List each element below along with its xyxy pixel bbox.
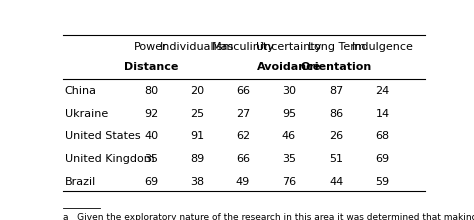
Text: 51: 51	[329, 154, 344, 164]
Text: Avoidance: Avoidance	[257, 62, 321, 72]
Text: 25: 25	[190, 108, 204, 119]
Text: 20: 20	[190, 86, 204, 96]
Text: Power: Power	[134, 42, 168, 52]
Text: Uncertainty: Uncertainty	[256, 42, 321, 52]
Text: 86: 86	[329, 108, 344, 119]
Text: a   Given the exploratory nature of the research in this area it was determined : a Given the exploratory nature of the re…	[63, 213, 474, 220]
Text: Masculinity: Masculinity	[211, 42, 274, 52]
Text: 92: 92	[144, 108, 158, 119]
Text: United States: United States	[65, 131, 140, 141]
Text: 35: 35	[282, 154, 296, 164]
Text: 68: 68	[375, 131, 390, 141]
Text: Indulgence: Indulgence	[352, 42, 413, 52]
Text: 87: 87	[329, 86, 344, 96]
Text: 69: 69	[375, 154, 390, 164]
Text: United Kingdom: United Kingdom	[65, 154, 155, 164]
Text: 35: 35	[144, 154, 158, 164]
Text: 69: 69	[144, 177, 158, 187]
Text: 76: 76	[282, 177, 296, 187]
Text: 62: 62	[236, 131, 250, 141]
Text: 46: 46	[282, 131, 296, 141]
Text: Individualism: Individualism	[160, 42, 234, 52]
Text: Distance: Distance	[124, 62, 178, 72]
Text: 66: 66	[236, 154, 250, 164]
Text: 14: 14	[375, 108, 390, 119]
Text: Long Term: Long Term	[308, 42, 365, 52]
Text: 66: 66	[236, 86, 250, 96]
Text: 24: 24	[375, 86, 390, 96]
Text: 91: 91	[190, 131, 204, 141]
Text: Orientation: Orientation	[301, 62, 372, 72]
Text: China: China	[65, 86, 97, 96]
Text: 44: 44	[329, 177, 344, 187]
Text: 38: 38	[190, 177, 204, 187]
Text: 59: 59	[375, 177, 390, 187]
Text: 95: 95	[282, 108, 296, 119]
Text: 30: 30	[282, 86, 296, 96]
Text: 27: 27	[236, 108, 250, 119]
Text: 49: 49	[236, 177, 250, 187]
Text: Ukraine: Ukraine	[65, 108, 108, 119]
Text: 89: 89	[190, 154, 204, 164]
Text: Brazil: Brazil	[65, 177, 96, 187]
Text: 80: 80	[144, 86, 158, 96]
Text: 26: 26	[329, 131, 344, 141]
Text: 40: 40	[144, 131, 158, 141]
